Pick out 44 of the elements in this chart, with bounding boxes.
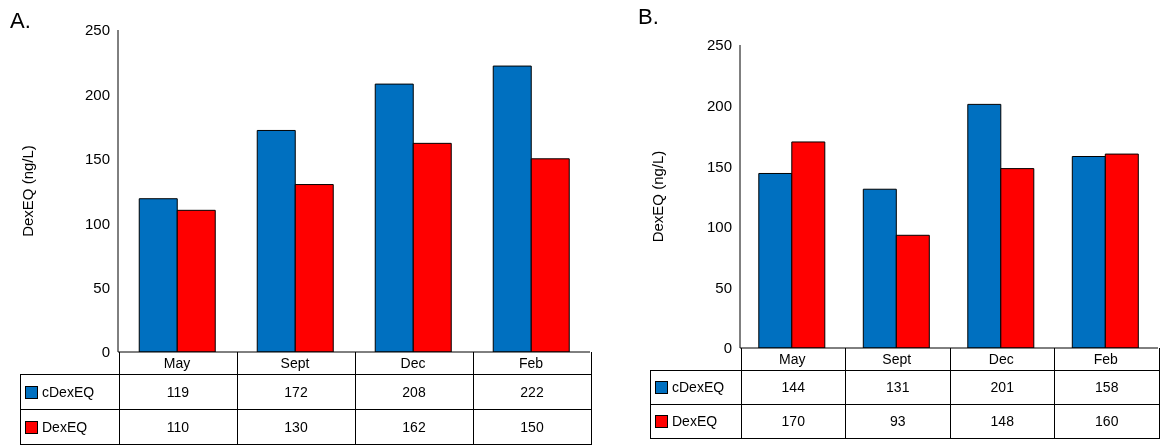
y-tick-label: 150 xyxy=(84,150,110,168)
data-label: 150 xyxy=(473,409,591,444)
x-tick-label: May xyxy=(163,354,191,371)
legend-label: DexEQ xyxy=(672,413,718,430)
data-label: 131 xyxy=(845,370,950,404)
x-tick-label: Dec xyxy=(988,350,1014,367)
y-axis-title: DexEQ (ng/L) xyxy=(19,145,37,237)
y-tick-label: 200 xyxy=(706,96,732,114)
data-label: 160 xyxy=(1054,404,1159,438)
y-tick-label: 0 xyxy=(723,339,732,357)
data-label: 110 xyxy=(119,409,237,444)
legend-label: cDexEQ xyxy=(42,384,95,401)
y-tick-label: 150 xyxy=(706,157,732,175)
x-tick-label: Feb xyxy=(1093,350,1119,367)
data-label: 93 xyxy=(845,404,950,438)
y-tick-label: 200 xyxy=(84,85,110,103)
y-tick-label: 0 xyxy=(101,343,110,361)
data-label: 170 xyxy=(741,404,846,438)
data-label: 148 xyxy=(950,404,1055,438)
data-label: 172 xyxy=(237,374,355,409)
x-tick-label: Dec xyxy=(400,354,426,371)
data-label: 222 xyxy=(473,374,591,409)
y-axis-title: DexEQ (ng/L) xyxy=(649,150,667,243)
legend-label: DexEQ xyxy=(42,419,88,436)
legend-label: cDexEQ xyxy=(672,379,725,396)
data-label: 208 xyxy=(355,374,473,409)
y-tick-label: 50 xyxy=(715,278,732,296)
data-label: 158 xyxy=(1054,370,1159,404)
data-label: 144 xyxy=(741,370,846,404)
y-tick-label: 100 xyxy=(84,214,110,232)
x-tick-label: Feb xyxy=(518,354,544,371)
y-tick-label: 250 xyxy=(84,21,110,39)
x-tick-label: May xyxy=(779,350,806,367)
y-tick-label: 50 xyxy=(93,278,110,296)
data-label: 162 xyxy=(355,409,473,444)
x-tick-label: Sept xyxy=(280,354,310,371)
data-label: 130 xyxy=(237,409,355,444)
y-tick-label: 250 xyxy=(706,36,732,54)
y-tick-label: 100 xyxy=(706,218,732,236)
data-label: 119 xyxy=(119,374,237,409)
x-tick-label: Sept xyxy=(882,350,912,367)
chart-title: B. xyxy=(638,4,659,30)
chart-title: A. xyxy=(10,8,31,34)
data-label: 201 xyxy=(950,370,1055,404)
